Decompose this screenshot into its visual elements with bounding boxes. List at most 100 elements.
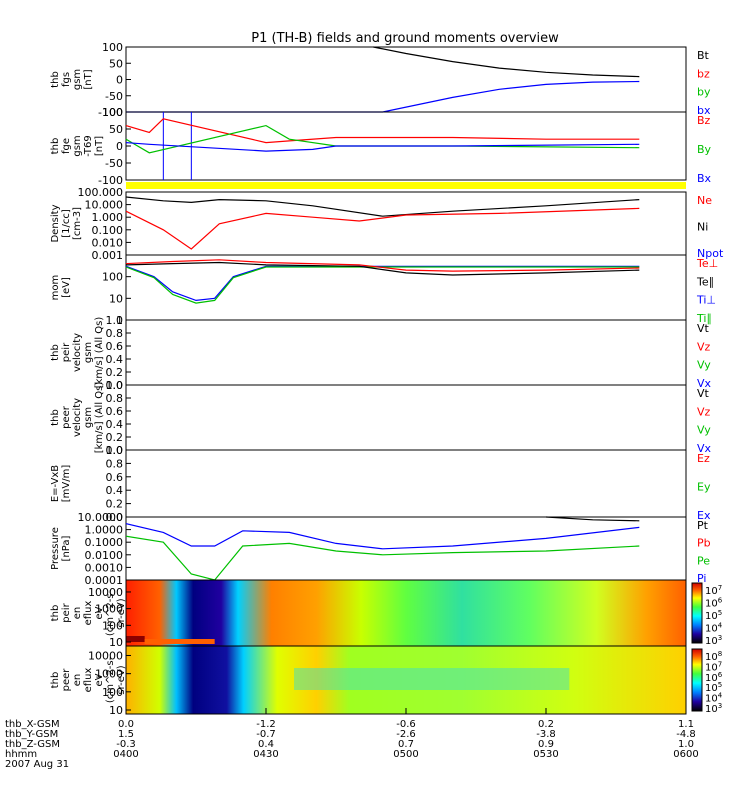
spectrogram-cyan-region: [294, 668, 570, 690]
panel-frame: [125, 319, 687, 386]
colorbar-tick-label: 108: [705, 650, 722, 663]
y-tick-label: 0.6: [106, 471, 124, 484]
colorbar-tick-exponent: 5: [718, 681, 722, 689]
colorbar-tick-label: 103: [705, 702, 722, 715]
y-tick-label: 0.0100: [85, 549, 124, 562]
colorbar-tick-label: 105: [705, 609, 722, 622]
y-tick-label: 1.0: [106, 379, 124, 392]
y-axis-label: gsm: [83, 342, 94, 363]
x-tick-label: 0.0: [118, 719, 134, 730]
x-tick-label: -3.8: [536, 729, 556, 740]
colorbar-tick-base: 10: [705, 652, 718, 663]
y-tick-label: 0.010: [92, 236, 124, 249]
colorbar-tick-exponent: 8: [718, 650, 722, 658]
series-line-Ti∥: [125, 266, 640, 304]
x-tick-label: 0500: [393, 749, 418, 760]
y-axis-label: en: [72, 674, 83, 687]
legend-label: Bz: [697, 114, 711, 127]
legend-label: Vx: [697, 442, 712, 455]
series-line-Pe: [125, 535, 640, 581]
y-tick-label: 1.0: [106, 444, 124, 457]
series-line-Te∥: [125, 261, 640, 276]
colorbar-tick-base: 10: [705, 624, 718, 635]
x-tick-label: 0600: [673, 749, 698, 760]
colorbar-tick-label: 105: [705, 681, 722, 694]
x-tick-label: 1.0: [678, 739, 694, 750]
series-line-Ti⊥: [125, 265, 640, 302]
x-row-label: hhmm: [5, 749, 37, 760]
y-tick-label: 0.6: [106, 405, 124, 418]
colorbar-tick-label: 106: [705, 597, 723, 610]
series-line-Bx: [125, 142, 640, 152]
y-tick-label: -50: [105, 157, 123, 170]
colorbar-tick-base: 10: [705, 694, 718, 705]
y-tick-label: 0.100: [92, 224, 124, 237]
y-tick-label: 0.0: [106, 511, 124, 524]
y-tick-label: 0.4: [106, 484, 124, 497]
y-axis-label: velocity: [72, 333, 83, 372]
colorbar-tick-exponent: 3: [718, 702, 722, 710]
legend-label: Bx: [697, 172, 712, 185]
panel-frame: [125, 384, 687, 451]
x-tick-label: 0530: [533, 749, 558, 760]
y-axis-label: -T69: [83, 135, 94, 157]
y-axis-label: (cm^2-s-: [105, 589, 116, 636]
legend-label: Ex: [697, 509, 711, 522]
spectrogram-low-energy-band: [126, 636, 145, 642]
y-tick-label: 1.0000: [85, 524, 124, 537]
colorbar-tick-label: 103: [705, 634, 722, 647]
legend-label: Ni: [697, 221, 708, 234]
colorbar: [691, 648, 703, 712]
legend-label: Vz: [697, 340, 711, 353]
y-axis-label: Density: [50, 204, 61, 242]
y-tick-label: 0.0: [106, 444, 124, 457]
y-axis-label: velocity: [72, 398, 83, 437]
y-tick-label: 100.000: [78, 186, 124, 199]
colorbar-tick-exponent: 6: [718, 597, 723, 605]
y-tick-label: 0.1000: [85, 536, 124, 549]
x-row-label: thb_X-GSM: [5, 719, 60, 730]
y-axis-label: [eV]: [61, 277, 72, 298]
y-tick-label: 1.000: [92, 211, 124, 224]
x-row-label: thb_Z-GSM: [5, 739, 60, 750]
y-axis-label: [cm-3]: [72, 207, 83, 240]
y-axis-label: [mV/m]: [61, 465, 72, 503]
figure-title: P1 (TH-B) fields and ground moments over…: [251, 31, 559, 46]
y-axis-label: thb: [50, 71, 61, 88]
y-tick-label: 0: [116, 74, 123, 87]
colorbar-tick-base: 10: [705, 673, 718, 684]
colorbar-tick-label: 107: [705, 660, 722, 673]
legend-label: Pt: [697, 519, 709, 532]
y-tick-label: 0.6: [106, 340, 124, 353]
y-axis-label: thb: [50, 409, 61, 426]
series-line-Pt: [545, 516, 640, 522]
y-tick-label: -50: [105, 90, 123, 103]
colorbar-tick-exponent: 5: [718, 609, 722, 617]
y-axis-label: thb: [50, 138, 61, 155]
y-tick-label: 50: [109, 57, 123, 70]
y-axis-label: thb: [50, 672, 61, 689]
x-tick-label: 0.9: [538, 739, 554, 750]
y-axis-label: thb: [50, 344, 61, 361]
y-axis-label: [nT]: [94, 136, 105, 156]
y-axis-label: eV: [94, 673, 105, 686]
legend-label: Ez: [697, 452, 710, 465]
y-axis-label: Pressure: [50, 527, 61, 570]
panel-frame: [125, 254, 687, 321]
y-axis-label: sr-eV): [116, 598, 127, 627]
x-tick-label: 1.5: [118, 729, 134, 740]
x-tick-label: -2.6: [396, 729, 416, 740]
y-tick-label: 0: [116, 140, 123, 153]
panel-fgs: 100 50 0 -50 -100 Bt bz by bx thb fgs gsm [nT]: [50, 41, 711, 119]
legend-label: Vy: [697, 424, 711, 437]
colorbar-tick-base: 10: [705, 611, 718, 622]
y-tick-label: 1000: [95, 668, 123, 681]
colorbar-tick-label: 106: [705, 671, 723, 684]
legend-label: Ne: [697, 194, 712, 207]
y-axis-label: fge: [61, 138, 72, 154]
